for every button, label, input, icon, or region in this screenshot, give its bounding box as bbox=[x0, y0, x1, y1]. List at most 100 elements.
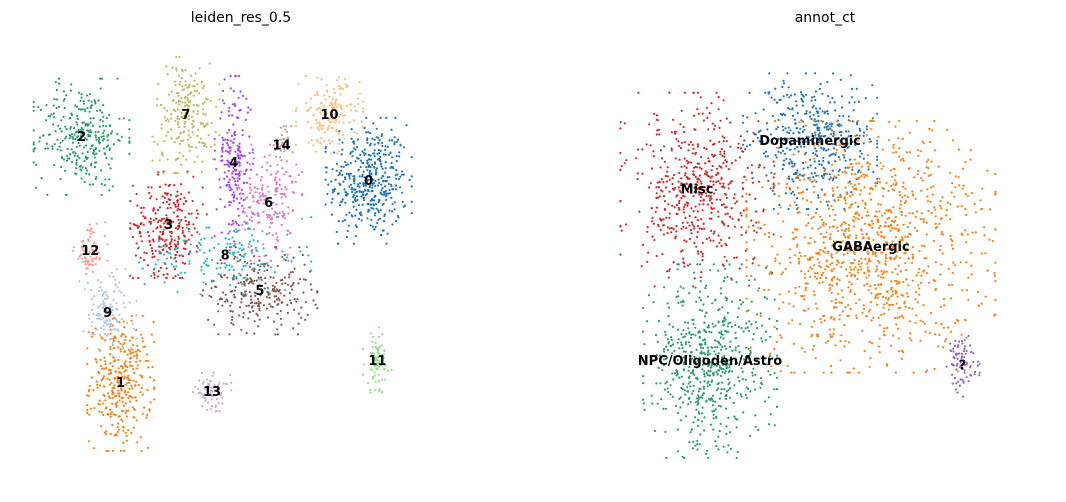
scatter-point bbox=[822, 371, 825, 374]
scatter-point bbox=[819, 248, 822, 252]
scatter-point bbox=[804, 72, 807, 75]
scatter-point bbox=[131, 387, 134, 390]
scatter-point bbox=[379, 217, 382, 220]
scatter-point bbox=[837, 170, 840, 173]
scatter-point bbox=[410, 200, 413, 203]
scatter-point bbox=[185, 223, 189, 226]
scatter-point bbox=[181, 231, 184, 234]
scatter-point bbox=[178, 151, 181, 154]
scatter-point bbox=[381, 391, 384, 394]
scatter-point bbox=[156, 97, 159, 100]
scatter-point bbox=[312, 113, 315, 117]
scatter-point bbox=[826, 112, 830, 115]
scatter-point bbox=[401, 191, 404, 194]
scatter-point bbox=[228, 106, 231, 109]
scatter-point bbox=[248, 177, 251, 180]
scatter-point bbox=[683, 239, 686, 242]
scatter-point bbox=[875, 210, 878, 213]
scatter-point bbox=[779, 370, 782, 373]
scatter-point bbox=[346, 229, 349, 233]
scatter-point bbox=[362, 184, 365, 187]
scatter-point bbox=[275, 215, 278, 218]
scatter-point bbox=[97, 402, 100, 405]
scatter-point bbox=[925, 272, 928, 275]
scatter-point bbox=[198, 92, 201, 95]
scatter-point bbox=[89, 228, 92, 231]
scatter-point bbox=[274, 211, 277, 214]
scatter-point bbox=[840, 289, 843, 292]
scatter-point bbox=[863, 349, 866, 353]
scatter-point bbox=[788, 131, 791, 134]
scatter-point bbox=[672, 174, 676, 177]
scatter-point bbox=[655, 133, 658, 136]
scatter-point bbox=[934, 208, 937, 211]
scatter-point bbox=[824, 122, 828, 125]
scatter-point bbox=[772, 176, 775, 179]
scatter-point bbox=[769, 187, 772, 190]
scatter-point bbox=[779, 235, 783, 238]
scatter-point bbox=[791, 319, 794, 322]
scatter-point bbox=[671, 204, 674, 207]
scatter-point bbox=[737, 218, 740, 221]
scatter-point bbox=[698, 203, 701, 206]
scatter-point bbox=[711, 122, 714, 125]
scatter-point bbox=[868, 137, 871, 141]
scatter-point bbox=[918, 293, 921, 296]
scatter-point bbox=[796, 206, 800, 209]
scatter-point bbox=[316, 90, 319, 93]
scatter-point bbox=[230, 245, 233, 249]
scatter-point bbox=[174, 227, 177, 230]
scatter-point bbox=[169, 128, 173, 131]
scatter-point bbox=[374, 345, 377, 349]
scatter-point bbox=[883, 248, 886, 252]
scatter-point bbox=[848, 234, 852, 237]
scatter-point bbox=[107, 395, 111, 398]
scatter-point bbox=[717, 210, 720, 213]
scatter-point bbox=[869, 285, 872, 288]
scatter-point bbox=[680, 165, 683, 168]
scatter-point bbox=[816, 307, 819, 310]
scatter-point bbox=[253, 186, 256, 189]
scatter-point bbox=[619, 121, 622, 124]
scatter-point bbox=[98, 403, 102, 406]
scatter-point bbox=[100, 281, 103, 284]
scatter-point bbox=[823, 169, 826, 173]
scatter-point bbox=[750, 171, 754, 174]
scatter-point bbox=[789, 188, 792, 191]
scatter-point bbox=[656, 181, 660, 184]
scatter-point bbox=[97, 99, 100, 102]
scatter-point bbox=[690, 207, 693, 210]
scatter-point bbox=[383, 219, 386, 223]
scatter-point bbox=[201, 141, 204, 145]
scatter-point bbox=[357, 103, 360, 106]
scatter-point bbox=[654, 333, 658, 336]
scatter-point bbox=[379, 191, 382, 194]
scatter-point bbox=[356, 183, 360, 186]
scatter-point bbox=[109, 372, 113, 375]
scatter-point bbox=[354, 191, 357, 194]
scatter-point bbox=[908, 212, 911, 215]
scatter-point bbox=[325, 171, 328, 174]
scatter-point bbox=[233, 133, 236, 136]
scatter-point bbox=[196, 110, 199, 113]
scatter-point bbox=[234, 150, 237, 153]
scatter-point bbox=[709, 180, 712, 183]
scatter-point bbox=[214, 406, 217, 409]
scatter-point bbox=[173, 239, 176, 242]
scatter-point bbox=[130, 432, 133, 435]
scatter-point bbox=[901, 196, 904, 199]
scatter-point bbox=[773, 137, 776, 140]
scatter-point bbox=[830, 291, 833, 294]
scatter-point bbox=[902, 159, 905, 162]
scatter-point bbox=[161, 238, 164, 241]
scatter-point bbox=[274, 333, 277, 336]
scatter-point bbox=[218, 83, 221, 86]
scatter-point bbox=[338, 182, 341, 185]
scatter-point bbox=[373, 138, 376, 141]
scatter-point bbox=[235, 231, 238, 234]
scatter-point bbox=[914, 197, 917, 200]
scatter-point bbox=[213, 235, 216, 238]
scatter-point bbox=[925, 233, 928, 236]
scatter-point bbox=[352, 119, 355, 122]
scatter-point bbox=[232, 166, 235, 169]
